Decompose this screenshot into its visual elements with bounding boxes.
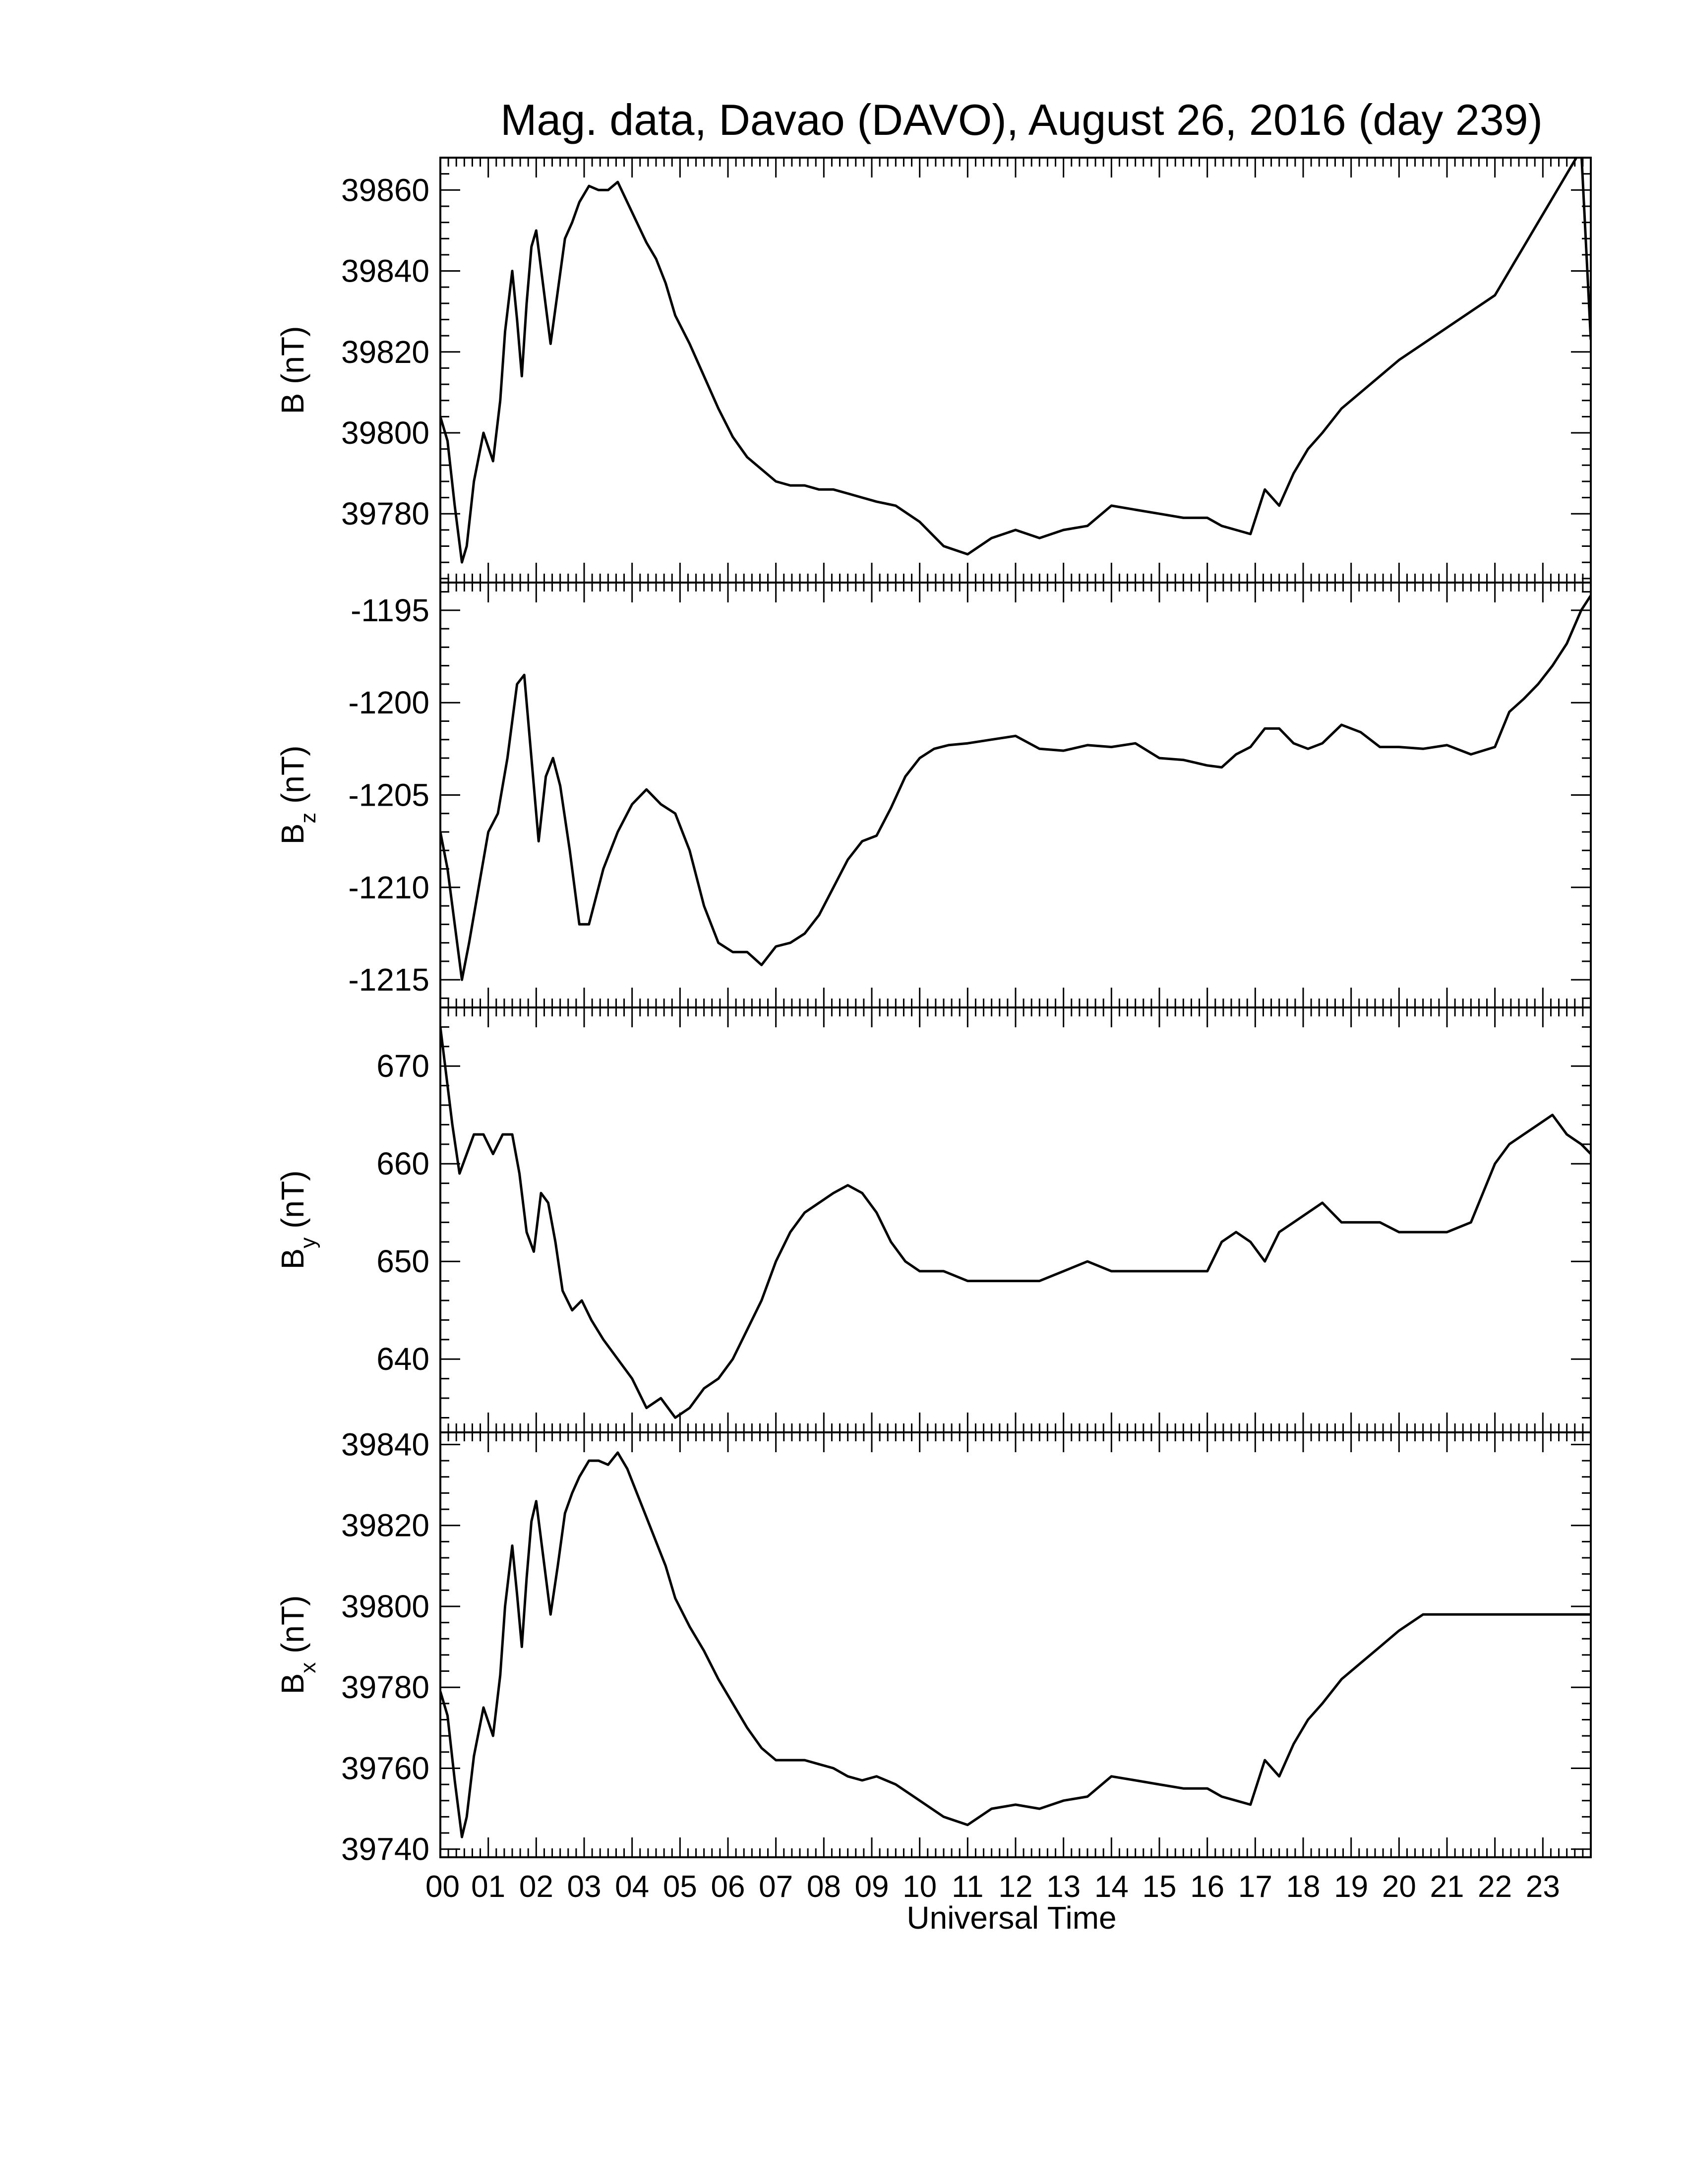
y-axis-label: B (nT): [275, 326, 310, 414]
x-tick-label: 23: [1526, 1870, 1560, 1904]
y-axis-label-unit: (nT): [275, 1595, 310, 1662]
y-tick-label: 650: [376, 1243, 429, 1279]
x-tick-label: 14: [1094, 1870, 1129, 1904]
y-tick-label: 640: [376, 1341, 429, 1377]
y-tick-label: -1195: [351, 592, 429, 628]
x-tick-label: 10: [903, 1870, 937, 1904]
panel-bx: 39740 39760 39780 39800 39820 39840 Bx (nT): [275, 1426, 1592, 1867]
y-tick-label: 39860: [341, 172, 429, 208]
x-tick-label: 13: [1046, 1870, 1081, 1904]
y-axis-label-main: B: [275, 824, 310, 845]
panel-bz: -1215 -1210 -1205 -1200 -1195 Bz (nT): [275, 582, 1592, 1008]
x-tick-label: 00: [425, 1870, 460, 1904]
x-tick-label: 02: [519, 1870, 553, 1904]
y-axis-label-subscript: x: [296, 1662, 320, 1673]
y-tick-label: 39840: [341, 1426, 429, 1462]
series-line-bx: [440, 1451, 1591, 1838]
y-tick-label: 39820: [341, 334, 429, 370]
series-line-b: [440, 158, 1591, 564]
y-axis-label-subscript: z: [296, 813, 320, 824]
x-tick-label: 20: [1382, 1870, 1416, 1904]
y-tick-label: 660: [376, 1146, 429, 1181]
y-tick-label: 39800: [341, 1589, 429, 1624]
x-tick-label: 06: [711, 1870, 745, 1904]
x-tick-label: 21: [1430, 1870, 1464, 1904]
y-axis-label-unit: (nT): [275, 326, 310, 393]
y-axis-label-subscript: y: [296, 1238, 320, 1248]
x-tick-label: 18: [1286, 1870, 1321, 1904]
y-tick-label: 39800: [341, 415, 429, 451]
y-axis-label-unit: (nT): [275, 1171, 310, 1238]
panel-by: 640 650 660 670 By (nT): [275, 1006, 1592, 1433]
y-axis-label: By (nT): [275, 1171, 320, 1270]
y-tick-label: -1210: [348, 870, 429, 905]
x-tick-label: 09: [855, 1870, 889, 1904]
y-axis-label-main: B: [275, 393, 310, 414]
x-tick-label: 17: [1238, 1870, 1272, 1904]
y-tick-label: 39840: [341, 253, 429, 289]
x-axis-label: Universal Time: [906, 1900, 1116, 1936]
x-tick-label: 16: [1190, 1870, 1224, 1904]
chart-title: Mag. data, Davao (DAVO), August 26, 2016…: [500, 95, 1543, 144]
panel-b: 39780 39800 39820 39840 39860 B (nT): [275, 157, 1592, 584]
x-tick-label: 22: [1478, 1870, 1512, 1904]
x-tick-label: 12: [999, 1870, 1033, 1904]
y-tick-label: -1215: [348, 962, 429, 998]
y-tick-label: 39780: [341, 496, 429, 531]
x-tick-label: 07: [759, 1870, 793, 1904]
y-tick-label: 39780: [341, 1669, 429, 1705]
y-axis-label: Bx (nT): [275, 1595, 320, 1695]
x-tick-label: 08: [807, 1870, 841, 1904]
series-line-by: [440, 1027, 1591, 1419]
series-line-bz: [440, 594, 1591, 981]
x-tick-label: 19: [1334, 1870, 1368, 1904]
y-axis-label-main: B: [275, 1673, 310, 1695]
x-tick-label: 04: [615, 1870, 649, 1904]
y-axis-label-main: B: [275, 1248, 310, 1270]
y-tick-label: -1205: [348, 777, 429, 813]
x-tick-label: 05: [663, 1870, 697, 1904]
x-tick-label: 03: [567, 1870, 602, 1904]
y-tick-label: 39760: [341, 1750, 429, 1786]
x-tick-label: 11: [952, 1870, 983, 1904]
y-tick-label: -1200: [348, 685, 429, 720]
x-tick-label: 01: [471, 1870, 505, 1904]
x-tick-label: 15: [1143, 1870, 1177, 1904]
y-tick-label: 670: [376, 1048, 429, 1084]
y-tick-label: 39820: [341, 1508, 429, 1543]
y-axis-label: Bz (nT): [275, 746, 320, 845]
y-tick-label: 39740: [341, 1831, 429, 1867]
y-axis-label-unit: (nT): [275, 746, 310, 813]
